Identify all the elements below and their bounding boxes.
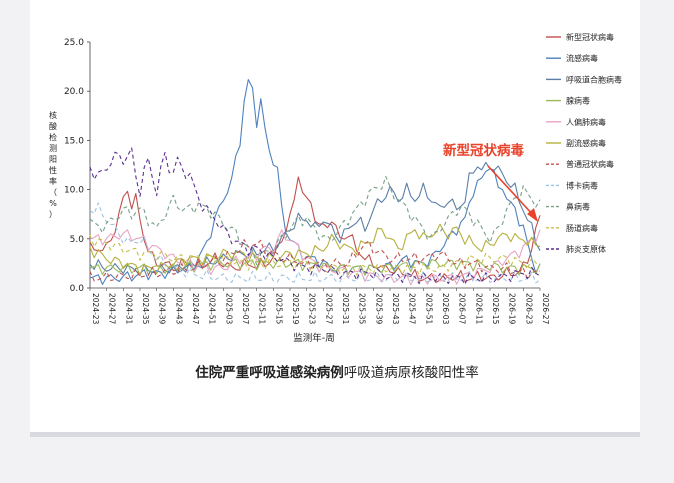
x-tick-label: 2025-47 [408,293,417,325]
x-tick-label: 2026-15 [491,293,500,325]
series-line-sars-cov-2 [89,176,541,284]
x-tick-label: 2024-39 [158,293,167,325]
x-tick-label: 2025-19 [291,293,300,325]
series-line-rhinovirus [89,175,541,266]
series-line-mycoplasma [89,147,541,285]
x-tick-label: 2026-27 [541,293,550,325]
legend-label: 流感病毒 [566,53,598,63]
caption-normal: 呼吸道病原核酸阳性率 [343,365,479,381]
legend-label: 博卡病毒 [566,180,598,190]
x-tick-label: 2025-39 [374,293,383,325]
card-bottom-bar [30,432,640,437]
annotation-label: 新型冠状病毒 [443,142,524,159]
caption-bold: 住院严重呼吸道感染病例 [195,365,344,381]
x-tick-label: 2024-35 [141,293,150,325]
x-tick-label: 2024-51 [208,293,217,325]
x-tick-label: 2025-11 [258,293,267,325]
x-tick-label: 2026-11 [474,293,483,325]
chart-caption: 住院严重呼吸道感染病例呼吸道病原核酸阳性率 [0,361,674,381]
x-tick-label: 2024-47 [191,293,200,325]
y-tick-label: 0.0 [70,284,85,294]
y-tick-label: 10.0 [64,186,84,196]
x-tick-label: 2025-27 [324,293,333,325]
x-tick-label: 2025-15 [274,293,283,325]
x-tick-label: 2024-43 [174,293,183,325]
x-tick-label: 2024-27 [108,293,117,325]
x-tick-label: 2025-07 [241,293,250,325]
x-tick-label: 2026-03 [441,293,450,325]
x-tick-label: 2024-23 [91,293,100,325]
legend-label: 副流感病毒 [566,138,606,148]
legend-label: 呼吸道合胞病毒 [566,74,622,84]
x-tick-label: 2025-31 [341,293,350,325]
legend-label: 鼻病毒 [566,202,590,212]
legend: 新型冠状病毒流感病毒呼吸道合胞病毒腺病毒人偏肺病毒副流感病毒普通冠状病毒博卡病毒… [546,32,622,254]
x-tick-label: 2025-35 [358,293,367,325]
axes: 0.0 5.0 10.0 15.0 20.0 25.0 2024-23 2024-27 2024… [64,38,550,325]
series-line-influenza [89,79,541,285]
x-axis-label: 监测年-周 [293,332,334,344]
legend-label: 肠道病毒 [566,223,598,233]
series-line-seasonal-coronavirus [89,239,541,282]
x-tick-label: 2025-23 [308,293,317,325]
legend-label: 肺炎支原体 [566,244,606,254]
x-tick-label: 2026-19 [508,293,517,325]
legend-label: 新型冠状病毒 [566,32,614,42]
series-line-parainfluenza [89,223,541,276]
x-tick-label: 2025-03 [224,293,233,325]
series-line-bocavirus [89,202,541,284]
series-line-enterovirus [89,234,541,276]
y-tick-label: 15.0 [64,136,84,146]
series-lines [89,79,541,286]
x-tick-label: 2025-51 [424,293,433,325]
x-tick-label: 2026-07 [458,293,467,325]
chart-card [30,0,640,432]
x-tick-label: 2026-23 [524,293,533,325]
annotation: 新型冠状病毒 [443,142,538,222]
y-tick-label: 25.0 [64,38,84,48]
x-tick-label: 2025-43 [391,293,400,325]
legend-label: 普通冠状病毒 [566,159,614,169]
legend-label: 人偏肺病毒 [566,117,606,127]
legend-label: 腺病毒 [566,96,590,106]
x-tick-label: 2024-31 [124,293,133,325]
y-axis-label: 核酸检测阳性率（%） [49,110,57,219]
annotation-arrow-head [527,208,538,222]
annotation-arrow-line [487,165,535,217]
y-tick-label: 20.0 [64,87,84,97]
series-line-adenovirus [89,258,541,276]
y-tick-label: 5.0 [70,235,85,245]
series-line-hmpv [89,229,541,286]
